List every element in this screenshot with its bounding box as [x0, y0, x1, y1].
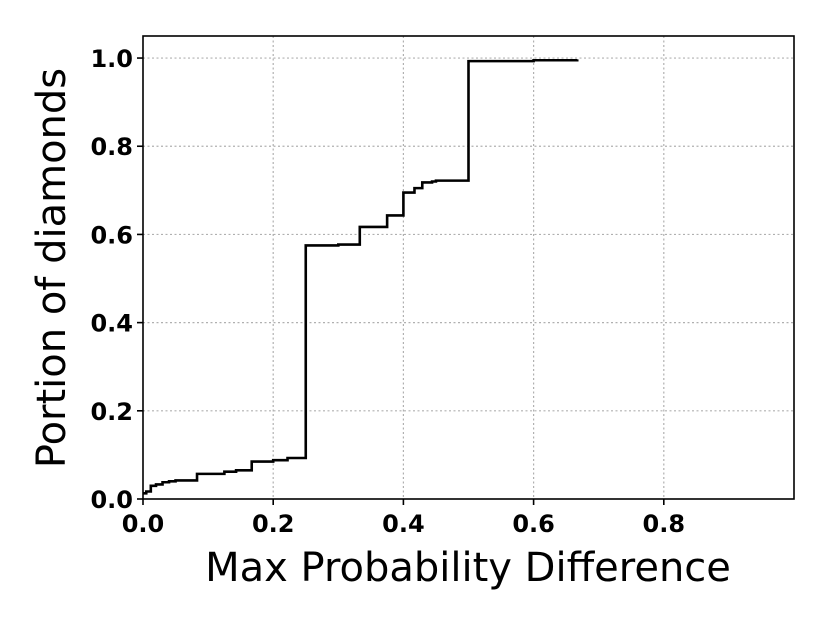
x-axis-title: Max Probability Difference — [205, 545, 731, 591]
y-tick-label: 1.0 — [90, 45, 133, 73]
plot-frame — [142, 35, 795, 500]
x-tick-label: 0.2 — [252, 510, 295, 538]
y-tick-label: 0.6 — [90, 221, 133, 249]
axis-ticks: 0.0 0.2 0.4 0.6 0.8 0.0 0.2 0.4 0.6 0.8 1.0 — [90, 45, 685, 538]
series-group — [143, 58, 579, 495]
y-tick-label: 0.2 — [90, 398, 133, 426]
x-tick-label: 0.8 — [643, 510, 686, 538]
x-tick-label: 0.4 — [382, 510, 425, 538]
x-tick-label: 0.0 — [122, 510, 165, 538]
y-tick-label: 0.8 — [90, 133, 133, 161]
y-tick-label: 0.4 — [90, 310, 133, 338]
x-tick-label: 0.6 — [512, 510, 555, 538]
y-tick-label: 0.0 — [90, 486, 133, 514]
cdf-step-line — [143, 58, 579, 495]
y-axis-title: Portion of diamonds — [29, 68, 75, 468]
